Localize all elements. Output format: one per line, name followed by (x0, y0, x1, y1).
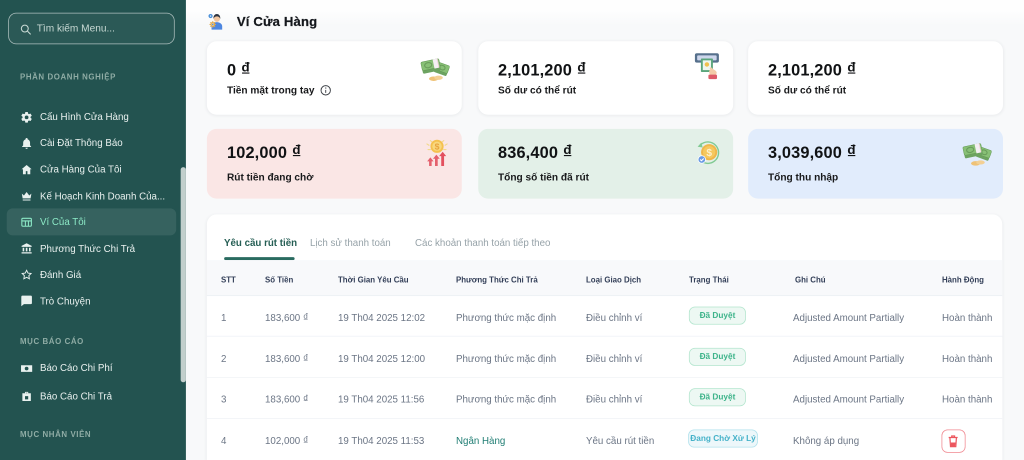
svg-text:$: $ (435, 142, 440, 152)
svg-text:$: $ (706, 148, 712, 159)
